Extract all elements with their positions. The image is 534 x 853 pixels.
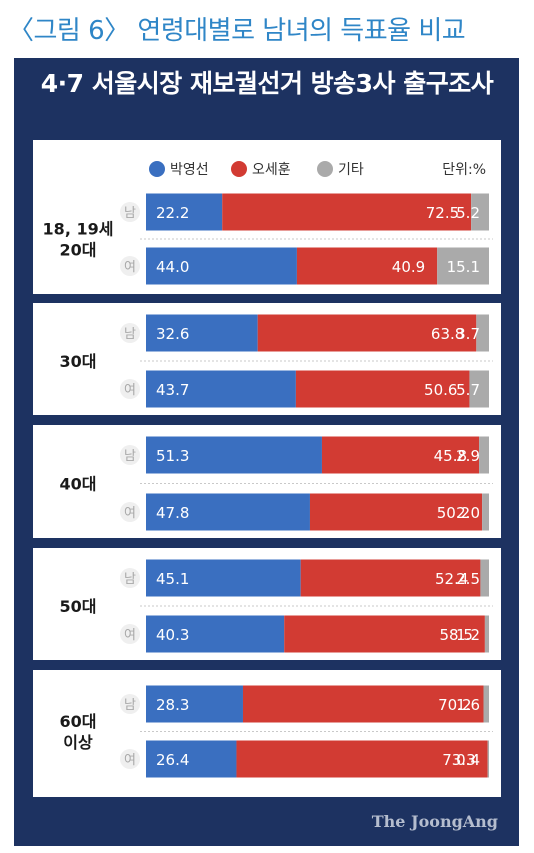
value-label: 32.6	[156, 325, 189, 343]
value-label: 73.3	[442, 751, 475, 769]
gender-label: 여	[124, 628, 136, 643]
legend-swatch	[231, 161, 247, 177]
value-label: 2.0	[456, 504, 480, 522]
gender-badge	[120, 379, 140, 399]
bar-segment	[300, 559, 481, 597]
bar-segment	[480, 559, 489, 597]
bar-segment	[146, 370, 296, 408]
bar-segment	[222, 193, 472, 231]
bar-segment	[146, 493, 310, 531]
legend-label: 박영선	[170, 162, 209, 178]
gender-badge	[120, 694, 140, 714]
value-label: 72.5	[426, 204, 459, 222]
gender-label: 남	[124, 327, 136, 342]
age-group-label: 40대	[60, 475, 97, 494]
bar-segment	[146, 436, 322, 474]
value-label: 5.7	[456, 381, 480, 399]
legend-label: 오세훈	[252, 162, 291, 178]
gender-badge	[120, 624, 140, 644]
value-label: 26.4	[156, 751, 189, 769]
bar-segment	[146, 685, 243, 723]
gender-label: 여	[124, 753, 136, 768]
legend-swatch	[317, 161, 333, 177]
value-label: 5.2	[456, 204, 480, 222]
bar-segment	[146, 740, 237, 778]
value-label: 52.4	[435, 570, 468, 588]
bar-segment	[257, 314, 477, 352]
value-label: 63.8	[431, 325, 464, 343]
value-label: 40.3	[156, 626, 189, 644]
bar-segment	[236, 740, 488, 778]
gender-label: 여	[124, 383, 136, 398]
gender-badge	[120, 502, 140, 522]
unit-label: 단위:%	[442, 162, 486, 178]
value-label: 15.1	[447, 258, 480, 276]
bar-segment	[296, 247, 438, 285]
figure-caption: 〈그림 6〉 연령대별로 남녀의 득표율 비교	[8, 16, 466, 46]
chart-title: 4·7 서울시장 재보궐선거 방송3사 출구조사	[40, 69, 494, 98]
bar-segment	[146, 193, 223, 231]
value-label: 58.5	[439, 626, 472, 644]
age-group-label: 20대	[60, 241, 97, 260]
gender-badge	[120, 749, 140, 769]
age-group-label: 50대	[60, 597, 97, 616]
legend-label: 기타	[338, 162, 364, 178]
value-label: 1.2	[456, 626, 480, 644]
gender-label: 남	[124, 572, 136, 587]
gender-badge	[120, 445, 140, 465]
age-group-label: 이상	[63, 733, 93, 752]
bar-segment	[309, 493, 483, 531]
bar-segment	[484, 615, 489, 653]
bar-segment	[321, 436, 480, 474]
gender-label: 여	[124, 506, 136, 521]
gender-label: 남	[124, 698, 136, 713]
value-label: 50.2	[437, 504, 470, 522]
bar-segment	[483, 685, 489, 723]
value-label: 45.1	[156, 570, 189, 588]
bar-segment	[242, 685, 484, 723]
bar-segment	[476, 314, 489, 352]
value-label: 28.3	[156, 696, 189, 714]
bar-segment	[479, 436, 489, 474]
brand-logo: The JoongAng	[371, 812, 498, 831]
value-label: 47.8	[156, 504, 189, 522]
value-label: 22.2	[156, 204, 189, 222]
bar-segment	[471, 193, 489, 231]
bar-segment	[146, 247, 297, 285]
value-label: 50.6	[424, 381, 457, 399]
value-label: 2.5	[456, 570, 480, 588]
value-label: 44.0	[156, 258, 189, 276]
value-label: 1.6	[456, 696, 480, 714]
bar-segment	[146, 314, 258, 352]
bar-segment	[146, 615, 285, 653]
age-group-label: 60대	[60, 712, 97, 731]
value-label: 45.8	[434, 447, 467, 465]
age-group-label: 30대	[60, 352, 97, 371]
value-label: 43.7	[156, 381, 189, 399]
bar-segment	[482, 493, 489, 531]
value-label: 2.9	[456, 447, 480, 465]
bar-segment	[469, 370, 489, 408]
gender-badge	[120, 568, 140, 588]
value-label: 40.9	[392, 258, 425, 276]
gender-label: 여	[124, 260, 136, 275]
bar-segment	[295, 370, 470, 408]
gender-badge	[120, 202, 140, 222]
gender-label: 남	[124, 206, 136, 221]
legend-swatch	[149, 161, 165, 177]
value-label: 70.2	[438, 696, 471, 714]
gender-badge	[120, 323, 140, 343]
bar-segment	[487, 740, 489, 778]
bar-segment	[437, 247, 489, 285]
bar-segment	[284, 615, 485, 653]
value-label: 51.3	[156, 447, 189, 465]
value-label: 0.4	[456, 751, 480, 769]
value-label: 3.7	[456, 325, 480, 343]
age-group-label: 18, 19세	[43, 220, 114, 239]
gender-label: 남	[124, 449, 136, 464]
gender-badge	[120, 256, 140, 276]
bar-segment	[146, 559, 301, 597]
